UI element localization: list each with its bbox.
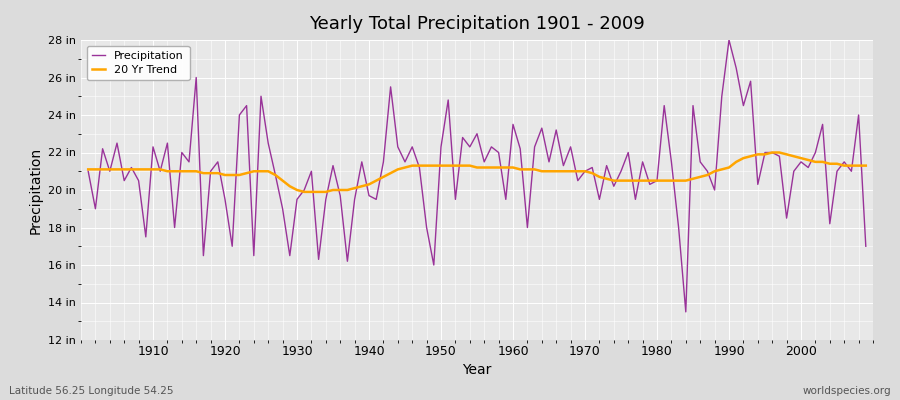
Precipitation <box>724 38 734 42</box>
Line: 20 Yr Trend: 20 Yr Trend <box>88 152 866 192</box>
Text: Latitude 56.25 Longitude 54.25: Latitude 56.25 Longitude 54.25 <box>9 386 174 396</box>
20 Yr Trend <box>508 165 518 170</box>
Title: Yearly Total Precipitation 1901 - 2009: Yearly Total Precipitation 1901 - 2009 <box>309 15 645 33</box>
20 Yr Trend <box>140 167 151 172</box>
20 Yr Trend <box>767 150 778 155</box>
Line: Precipitation: Precipitation <box>88 40 866 312</box>
X-axis label: Year: Year <box>463 364 491 378</box>
Text: worldspecies.org: worldspecies.org <box>803 386 891 396</box>
Precipitation <box>500 197 511 202</box>
20 Yr Trend <box>306 190 317 194</box>
Precipitation <box>680 310 691 314</box>
Y-axis label: Precipitation: Precipitation <box>29 146 42 234</box>
Precipitation <box>342 259 353 264</box>
20 Yr Trend <box>299 190 310 194</box>
20 Yr Trend <box>860 163 871 168</box>
Precipitation <box>299 188 310 192</box>
Precipitation <box>860 244 871 249</box>
Precipitation <box>508 122 518 127</box>
20 Yr Trend <box>515 167 526 172</box>
20 Yr Trend <box>83 167 94 172</box>
20 Yr Trend <box>349 186 360 190</box>
Legend: Precipitation, 20 Yr Trend: Precipitation, 20 Yr Trend <box>86 46 190 80</box>
Precipitation <box>83 169 94 174</box>
20 Yr Trend <box>601 176 612 181</box>
Precipitation <box>140 234 151 239</box>
Precipitation <box>594 197 605 202</box>
